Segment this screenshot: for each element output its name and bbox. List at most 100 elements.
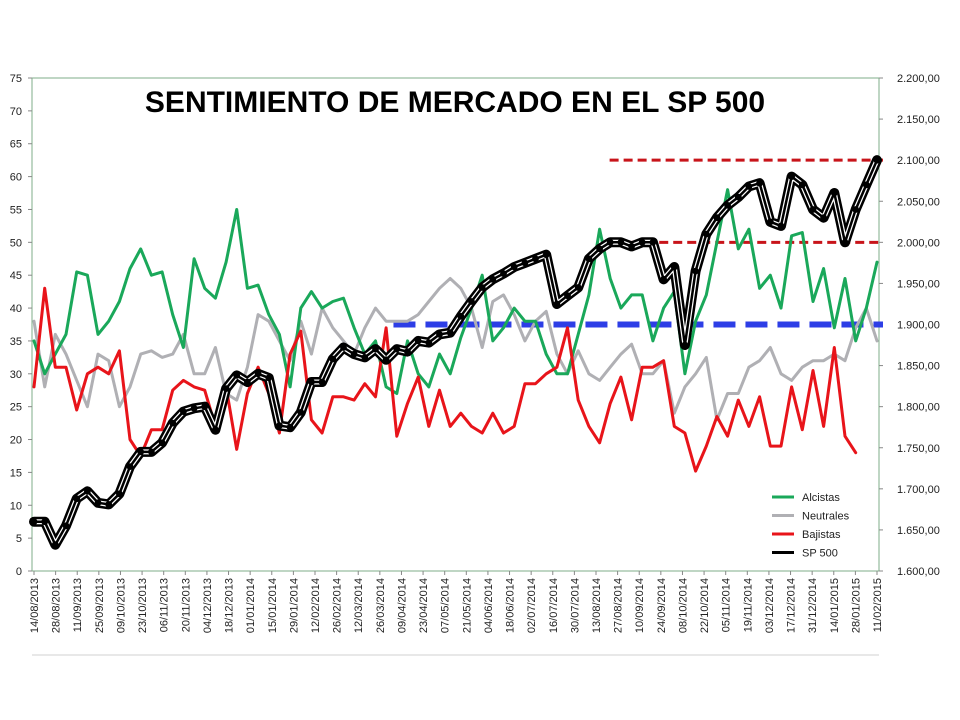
right-axis-tick-label: 2.100,00 bbox=[897, 155, 940, 167]
x-axis-tick-label: 13/08/2014 bbox=[591, 578, 603, 633]
sp-500-point bbox=[649, 238, 657, 246]
sp-500-point bbox=[372, 345, 379, 353]
x-axis-tick-label: 15/01/2014 bbox=[267, 578, 279, 633]
left-axis-tick-label: 75 bbox=[10, 73, 22, 85]
x-axis-tick-label: 04/12/2013 bbox=[202, 578, 214, 633]
sp-500-point bbox=[62, 522, 70, 530]
left-axis-tick-label: 55 bbox=[10, 204, 22, 216]
sp-500-point bbox=[766, 218, 774, 226]
sp-500-point bbox=[532, 255, 539, 263]
x-axis-tick-label: 18/06/2014 bbox=[505, 578, 517, 633]
left-axis-tick-label: 45 bbox=[10, 270, 22, 282]
left-axis-tick-label: 15 bbox=[10, 467, 22, 479]
x-axis-tick-label: 21/05/2014 bbox=[461, 578, 473, 633]
x-axis-tick-label: 25/09/2013 bbox=[94, 578, 106, 633]
right-axis-tick-label: 1.850,00 bbox=[897, 361, 940, 373]
sp-500-point bbox=[628, 243, 635, 250]
legend-label: Alcistas bbox=[802, 492, 840, 504]
sp-500-point bbox=[830, 189, 838, 197]
x-axis-tick-label: 12/02/2014 bbox=[310, 578, 322, 633]
right-axis-tick-label: 1.900,00 bbox=[897, 320, 940, 332]
sp-500-point bbox=[670, 263, 678, 271]
sp-500-point bbox=[329, 355, 337, 363]
sp-500-point bbox=[105, 501, 113, 508]
sp-500-point bbox=[350, 350, 358, 358]
sp-500-point bbox=[222, 385, 230, 392]
left-axis-tick-label: 20 bbox=[10, 435, 22, 447]
x-axis-tick-label: 28/01/2015 bbox=[850, 578, 862, 633]
sp-500-point bbox=[574, 284, 582, 291]
x-axis-tick-label: 10/09/2014 bbox=[634, 578, 646, 633]
sp-500-point bbox=[137, 448, 145, 456]
x-axis-tick-label: 14/01/2015 bbox=[829, 578, 841, 633]
sp-500-point bbox=[745, 183, 753, 190]
x-axis-tick-label: 18/12/2013 bbox=[224, 578, 236, 633]
right-axis-tick-label: 1.700,00 bbox=[897, 484, 940, 496]
x-axis-tick-label: 23/04/2014 bbox=[418, 578, 430, 633]
sp-500-point bbox=[510, 263, 518, 271]
x-axis-tick-label: 11/09/2013 bbox=[72, 578, 84, 632]
sp-500-point bbox=[404, 348, 411, 355]
sp-500-point bbox=[777, 222, 785, 230]
left-axis-tick-label: 65 bbox=[10, 139, 22, 151]
sp-500-point bbox=[425, 339, 433, 346]
sp-500-point bbox=[457, 312, 465, 320]
right-axis-tick-label: 1.650,00 bbox=[897, 525, 940, 537]
x-axis-tick-label: 09/10/2013 bbox=[115, 578, 127, 633]
sp-500-point bbox=[798, 181, 806, 189]
sp-500-point bbox=[244, 378, 251, 386]
left-axis-tick-label: 10 bbox=[10, 500, 22, 512]
x-axis-tick-label: 02/07/2014 bbox=[526, 578, 538, 633]
sp-500-point bbox=[606, 238, 614, 246]
x-axis-tick-label: 17/12/2014 bbox=[786, 578, 798, 633]
x-axis-tick-label: 06/11/2013 bbox=[159, 578, 171, 632]
x-axis-tick-label: 20/11/2013 bbox=[180, 578, 192, 632]
sp-500-point bbox=[564, 292, 571, 300]
sp-500-point bbox=[201, 403, 209, 411]
right-axis-tick-label: 2.200,00 bbox=[897, 73, 940, 85]
sp-500-point bbox=[382, 356, 390, 364]
sp-500-point bbox=[126, 463, 134, 470]
sp-500-point bbox=[489, 275, 497, 283]
right-axis-tick-label: 1.950,00 bbox=[897, 278, 940, 290]
sp-500-point bbox=[734, 193, 742, 201]
sp-500-point bbox=[852, 206, 860, 213]
sp-500-point bbox=[254, 370, 262, 378]
x-axis-tick-label: 29/01/2014 bbox=[288, 578, 300, 633]
sp-500-point bbox=[148, 448, 155, 456]
x-axis-tick-label: 03/12/2014 bbox=[764, 578, 776, 633]
left-axis-tick-label: 60 bbox=[10, 172, 22, 184]
legend-label: Bajistas bbox=[802, 529, 841, 541]
right-axis-tick-label: 2.050,00 bbox=[897, 196, 940, 208]
right-axis-tick-label: 2.150,00 bbox=[897, 114, 940, 126]
sp-500-point bbox=[692, 267, 699, 275]
bajistas-line bbox=[32, 286, 858, 473]
sp-500-point bbox=[169, 419, 177, 427]
sp-500-point bbox=[521, 259, 529, 267]
x-axis-tick-label: 27/08/2014 bbox=[613, 578, 625, 633]
sp-500-point bbox=[393, 345, 401, 353]
left-axis-tick-label: 0 bbox=[16, 566, 22, 578]
sp-500-point bbox=[361, 354, 369, 361]
x-axis-tick-label: 14/08/2013 bbox=[29, 578, 41, 633]
sp-500-point bbox=[318, 378, 326, 386]
right-axis-tick-label: 1.600,00 bbox=[897, 566, 940, 578]
legend-label: SP 500 bbox=[802, 548, 838, 560]
x-axis-tick-label: 22/10/2014 bbox=[699, 578, 711, 633]
x-axis-tick-label: 24/09/2014 bbox=[656, 578, 668, 633]
chart-title: SENTIMIENTO DE MERCADO EN EL SP 500 bbox=[145, 86, 765, 119]
sp-500-point bbox=[94, 499, 102, 507]
x-axis-tick-label: 28/08/2013 bbox=[51, 578, 63, 633]
sp-500-point bbox=[276, 422, 283, 429]
sp-500-point bbox=[436, 331, 443, 338]
sp-500-point bbox=[468, 298, 475, 305]
x-axis-tick-label: 09/04/2014 bbox=[396, 578, 408, 633]
legend-label: Neutrales bbox=[802, 511, 850, 523]
left-axis-tick-label: 5 bbox=[16, 533, 22, 545]
sp-500-point bbox=[233, 372, 241, 379]
sp-500-point bbox=[862, 181, 870, 189]
sp-500-point bbox=[212, 426, 219, 434]
sp-500-point bbox=[116, 490, 123, 498]
left-axis-tick-label: 25 bbox=[10, 402, 22, 414]
sp-500-point bbox=[681, 341, 689, 349]
